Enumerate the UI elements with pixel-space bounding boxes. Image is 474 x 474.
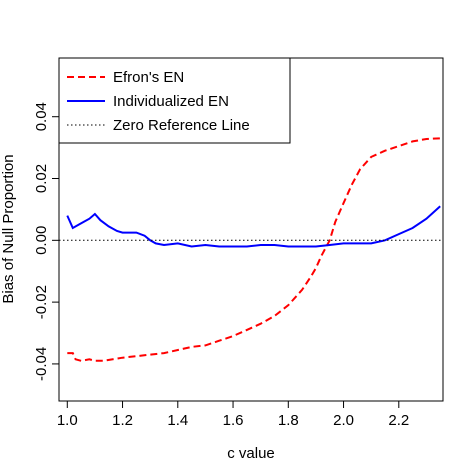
x-axis-title: c value xyxy=(227,445,275,462)
y-tick-label: -0.04 xyxy=(33,347,50,381)
legend-entry: Zero Reference Line xyxy=(113,117,250,134)
y-tick-label: 0.04 xyxy=(33,102,50,131)
series-line-0 xyxy=(67,137,441,362)
y-axis: -0.04 -0.02 0.00 0.02 0.04 xyxy=(33,102,59,381)
x-tick-label: 1.6 xyxy=(223,412,244,429)
x-tick-label: 1.4 xyxy=(167,412,188,429)
series-layer xyxy=(59,137,443,362)
y-axis-title: Bias of Null Proportion xyxy=(0,154,17,303)
legend-entry: Individualized EN xyxy=(113,93,229,110)
legend: Efron's EN Individualized EN Zero Referenc… xyxy=(58,57,291,144)
y-tick-label: 0.00 xyxy=(33,226,50,255)
x-tick-label: 2.2 xyxy=(388,412,409,429)
x-tick-label: 1.8 xyxy=(278,412,299,429)
x-tick-label: 1.2 xyxy=(112,412,133,429)
x-tick-label: 1.0 xyxy=(57,412,78,429)
y-tick-label: -0.02 xyxy=(33,285,50,319)
series-line-1 xyxy=(66,205,441,248)
x-tick-label: 2.0 xyxy=(333,412,354,429)
y-tick-label: 0.02 xyxy=(33,164,50,193)
x-axis: 1.0 1.2 1.4 1.6 1.8 2.0 2.2 xyxy=(57,401,409,429)
legend-entry: Efron's EN xyxy=(113,69,184,86)
